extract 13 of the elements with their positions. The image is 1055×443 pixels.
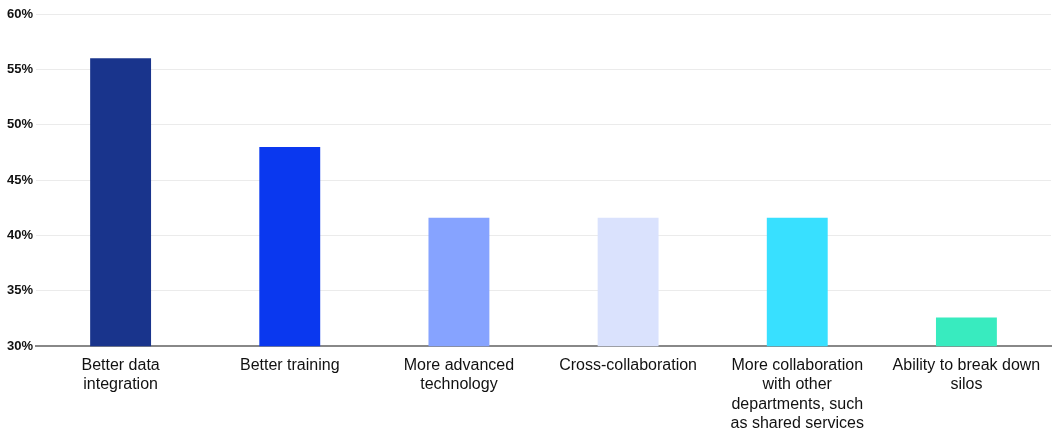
- x-tick-label: More advanced technology: [403, 356, 515, 393]
- x-tick-label: Better training: [239, 356, 340, 374]
- x-tick-label: Better data integration: [81, 356, 160, 393]
- y-tick-label: 55%: [6, 60, 34, 76]
- x-tick-label: Ability to break down silos: [892, 356, 1041, 393]
- y-tick-label: 50%: [6, 116, 34, 132]
- x-tick-label: More collaboration with other departments, such as shared services: [730, 356, 864, 431]
- y-tick-label: 30%: [6, 337, 34, 353]
- y-tick-label: 35%: [6, 282, 34, 298]
- y-tick-label: 45%: [6, 171, 34, 187]
- y-tick-label: 40%: [6, 227, 34, 243]
- x-tick-label: Cross-collaboration: [559, 356, 698, 374]
- y-tick-label: 60%: [6, 5, 34, 21]
